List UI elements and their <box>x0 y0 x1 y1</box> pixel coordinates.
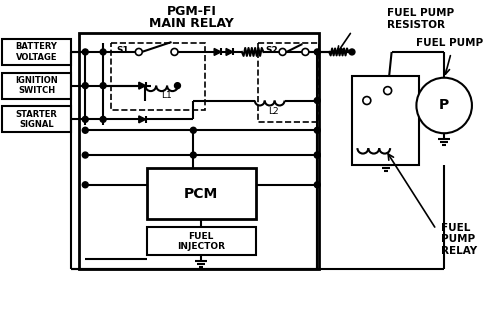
Text: PCM: PCM <box>184 187 218 201</box>
Circle shape <box>190 127 196 133</box>
Text: S1: S1 <box>116 46 130 55</box>
Bar <box>146 227 256 255</box>
Circle shape <box>174 83 180 89</box>
Bar <box>111 43 205 110</box>
Circle shape <box>314 49 320 55</box>
Text: S2: S2 <box>266 46 278 55</box>
Circle shape <box>363 97 371 104</box>
Circle shape <box>384 87 392 95</box>
Polygon shape <box>139 116 145 123</box>
Bar <box>80 33 319 269</box>
Text: MAIN RELAY: MAIN RELAY <box>149 17 234 30</box>
Circle shape <box>314 182 320 188</box>
Text: FUEL
INJECTOR: FUEL INJECTOR <box>178 232 226 251</box>
Bar <box>2 39 71 65</box>
Circle shape <box>314 127 320 133</box>
Polygon shape <box>214 49 221 55</box>
Text: BATTERY
VOLTAGE: BATTERY VOLTAGE <box>16 42 58 62</box>
Polygon shape <box>226 49 233 55</box>
Text: STARTER
SIGNAL: STARTER SIGNAL <box>16 110 58 129</box>
Circle shape <box>100 83 106 89</box>
Bar <box>258 43 319 122</box>
Circle shape <box>100 116 106 122</box>
Circle shape <box>82 49 88 55</box>
Circle shape <box>82 116 88 122</box>
Circle shape <box>314 152 320 158</box>
Circle shape <box>190 152 196 158</box>
Circle shape <box>82 182 88 188</box>
Circle shape <box>349 49 355 55</box>
Circle shape <box>82 127 88 133</box>
Text: P: P <box>439 99 450 112</box>
Circle shape <box>100 49 106 55</box>
Text: FUEL PUMP: FUEL PUMP <box>416 38 484 48</box>
Text: PGM-FI: PGM-FI <box>166 5 216 18</box>
Text: IGNITION
SWITCH: IGNITION SWITCH <box>16 76 58 95</box>
Text: FUEL PUMP
RESISTOR: FUEL PUMP RESISTOR <box>386 8 454 30</box>
Bar <box>352 76 420 165</box>
Bar <box>2 73 71 99</box>
Circle shape <box>82 83 88 89</box>
Circle shape <box>82 152 88 158</box>
Text: FUEL
PUMP
RELAY: FUEL PUMP RELAY <box>441 223 478 256</box>
Bar <box>146 168 256 220</box>
Text: L2: L2 <box>268 107 279 116</box>
Circle shape <box>279 49 286 55</box>
Circle shape <box>314 98 320 103</box>
Bar <box>2 107 71 132</box>
Circle shape <box>136 49 142 55</box>
Circle shape <box>314 152 320 158</box>
Circle shape <box>302 49 309 55</box>
Polygon shape <box>139 82 145 89</box>
Text: L1: L1 <box>161 91 172 100</box>
Circle shape <box>416 78 472 133</box>
Circle shape <box>171 49 178 55</box>
